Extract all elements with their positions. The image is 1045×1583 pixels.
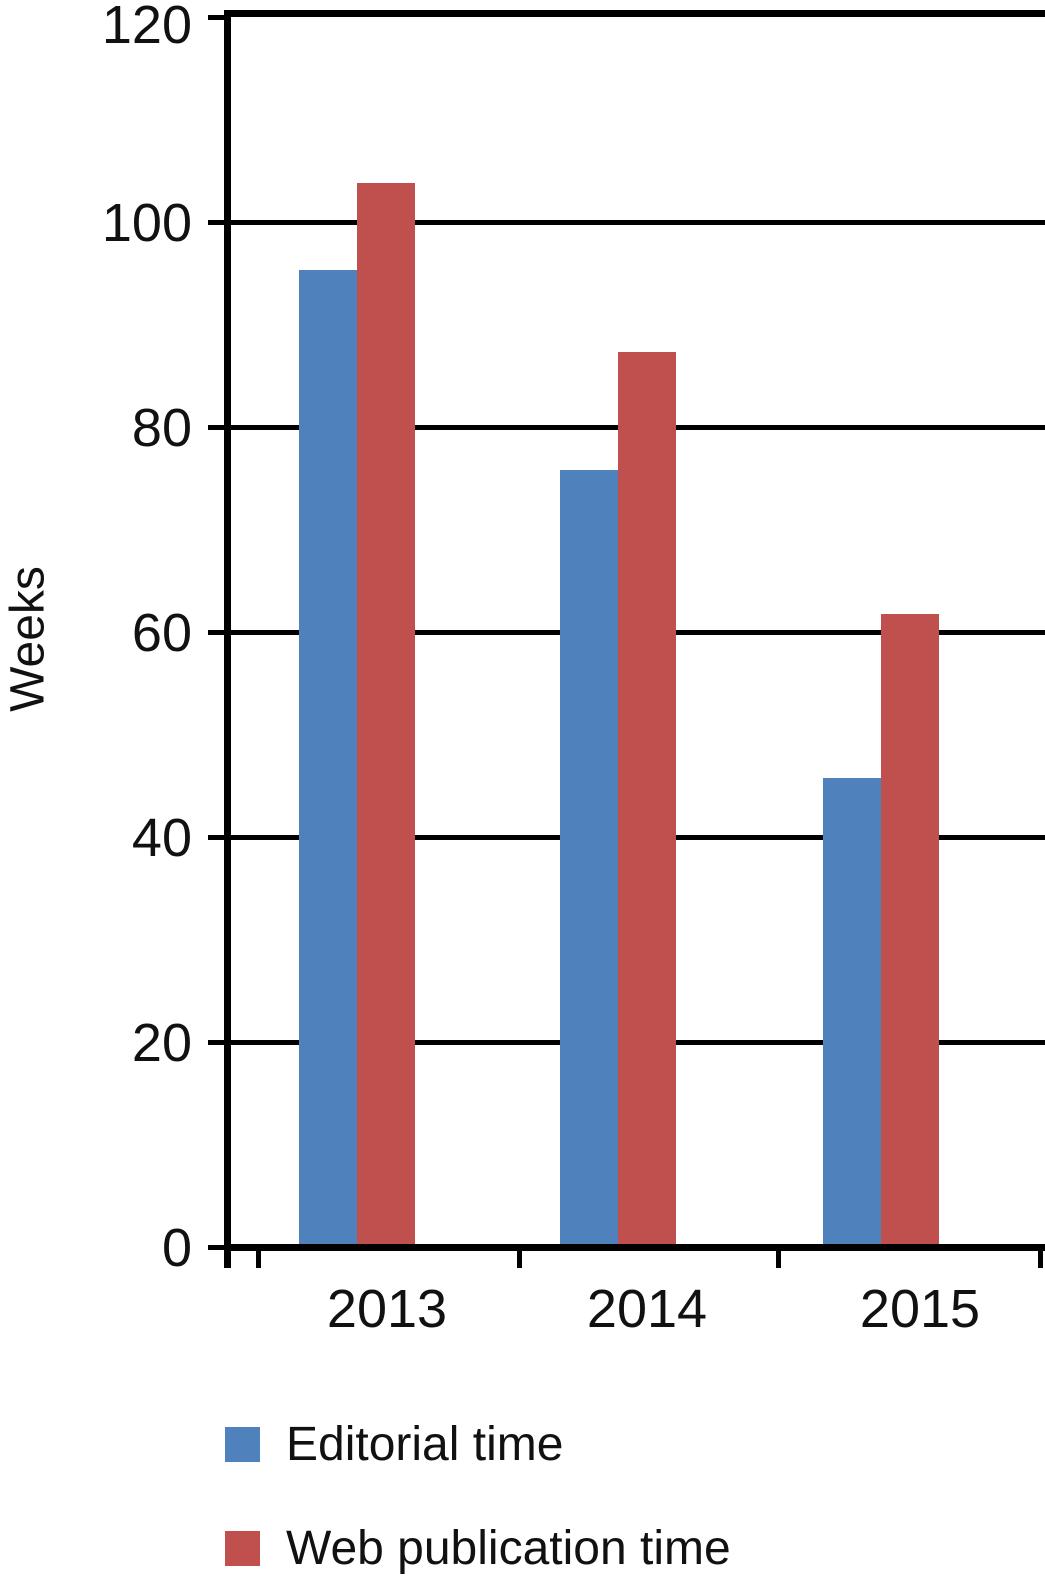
bar-editorial-time-2015 (823, 777, 881, 1244)
y-tick-120 (208, 15, 224, 20)
legend-label-web-publication-time: Web publication time (286, 1521, 731, 1575)
x-tick-label-2013: 2013 (326, 1279, 448, 1339)
y-tick-label-60: 60 (131, 602, 192, 663)
y-tick-label-100: 100 (101, 192, 192, 253)
legend-label-editorial-time: Editorial time (286, 1417, 564, 1471)
x-tick-2 (776, 1251, 781, 1268)
y-tick-80 (208, 425, 224, 430)
plot-top-border (224, 10, 1045, 17)
y-tick-40 (208, 835, 224, 840)
x-tick-label-2015: 2015 (859, 1279, 981, 1339)
bar-editorial-time-2014 (560, 470, 618, 1244)
y-tick-label-120: 120 (101, 0, 192, 55)
y-tick-label-20: 20 (131, 1012, 192, 1073)
y-tick-100 (208, 220, 224, 225)
y-tick-label-0: 0 (161, 1217, 192, 1278)
x-axis (224, 1244, 1045, 1251)
gridline-100 (231, 220, 1045, 225)
y-tick-0 (208, 1245, 224, 1250)
legend: Editorial time Web publication time (225, 1418, 731, 1583)
bar-web-publication-time-2013 (357, 183, 415, 1244)
y-axis (224, 10, 231, 1268)
x-tick-3 (1037, 1251, 1043, 1268)
legend-item-web-publication-time: Web publication time (225, 1522, 731, 1575)
y-tick-label-40: 40 (131, 807, 192, 868)
x-tick-1 (517, 1251, 522, 1268)
bar-web-publication-time-2015 (881, 613, 939, 1244)
legend-swatch-editorial-time-icon (225, 1426, 260, 1462)
bar-editorial-time-2013 (299, 270, 357, 1244)
x-tick-label-2014: 2014 (586, 1279, 708, 1339)
legend-item-editorial-time: Editorial time (225, 1418, 731, 1471)
y-tick-20 (208, 1040, 224, 1045)
legend-swatch-web-publication-time-icon (225, 1530, 260, 1566)
y-tick-label-80: 80 (131, 397, 192, 458)
y-tick-60 (208, 630, 224, 635)
x-tick-0 (255, 1251, 261, 1268)
bar-web-publication-time-2014 (618, 352, 676, 1244)
